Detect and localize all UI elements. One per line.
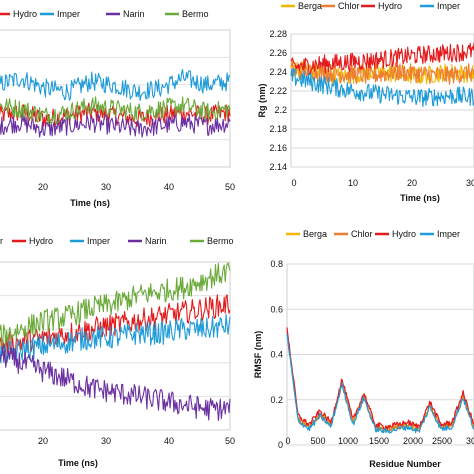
x-axis-label: Time (ns) — [70, 198, 110, 208]
x-tick-label: 0 — [291, 178, 296, 188]
series-line-imper — [290, 68, 474, 108]
y-tick-label: 2.14 — [269, 162, 287, 172]
x-tick-label: 1500 — [369, 436, 389, 446]
legend-label: Imper — [437, 229, 460, 239]
legend-label: Bermo — [207, 236, 234, 246]
legend-label: Bermo — [182, 9, 209, 19]
x-tick-label: 2500 — [432, 436, 452, 446]
x-axis-label: Residue Number — [369, 459, 441, 469]
y-tick-label: 0.8 — [270, 259, 283, 269]
series-line-narin — [0, 113, 231, 138]
series-line-imper — [0, 68, 231, 102]
legend-label: Imper — [87, 236, 110, 246]
legend: Hydro Imper Narin Bermo — [0, 9, 209, 19]
y-tick-label: 0.2 — [270, 395, 283, 405]
legend: Berga Chlor Hydro Imper — [281, 1, 460, 11]
plot-area — [0, 261, 231, 431]
legend-label: r — [0, 236, 3, 246]
y-tick-label: 2.26 — [269, 48, 287, 58]
y-tick-label: 0 — [278, 440, 283, 450]
legend-label: Hydro — [392, 229, 416, 239]
y-tick-label: 2.16 — [269, 143, 287, 153]
legend-label: Chlor — [351, 229, 373, 239]
panel-bottom-right: 0 0.2 0.4 0.6 0.8 0 500 1000 1500 2000 2500 30 Resid… — [253, 229, 474, 469]
legend: r Hydro Imper Narin Bermo — [0, 236, 234, 246]
series-line-hydro — [290, 42, 474, 76]
x-tick-label: 0 — [285, 436, 290, 446]
panel-top-left: 20 30 40 50 Time (ns) Hydro Imper Narin Bermo — [0, 9, 235, 208]
series-line-narin — [0, 344, 231, 421]
legend-label: Chlor — [338, 1, 360, 11]
legend-label: Hydro — [29, 236, 53, 246]
x-tick-label: 20 — [38, 182, 48, 192]
x-axis-label: Time (ns) — [58, 458, 98, 468]
panel-bottom-left: 20 30 40 50 Time (ns) r Hydro Imper Narin Bermo — [0, 236, 235, 468]
x-axis-label: Time (ns) — [400, 193, 440, 203]
legend-label: Hydro — [378, 1, 402, 11]
legend-label: Narin — [123, 9, 145, 19]
y-tick-label: 0.6 — [270, 304, 283, 314]
x-tick-label: 50 — [225, 436, 235, 446]
x-tick-label: 30 — [466, 436, 474, 446]
x-tick-label: 40 — [164, 182, 174, 192]
x-tick-label: 30 — [101, 436, 111, 446]
series-line-bermo — [0, 96, 231, 125]
plot-area — [0, 29, 231, 168]
legend: Berga Chlor Hydro Imper — [286, 229, 460, 239]
x-tick-label: 500 — [310, 436, 325, 446]
series-line-hydro — [0, 294, 231, 355]
y-tick-label: 2.22 — [269, 86, 287, 96]
legend-label: Imper — [57, 9, 80, 19]
x-tick-label: 30 — [466, 178, 474, 188]
panel-top-right: 2.14 2.16 2.18 2.2 2.22 2.24 2.26 2.28 0 10 20 30 Ti… — [257, 1, 474, 203]
x-tick-label: 20 — [38, 436, 48, 446]
legend-label: Hydro — [13, 9, 37, 19]
x-tick-label: 1000 — [338, 436, 358, 446]
y-tick-label: 2.28 — [269, 29, 287, 39]
legend-label: Narin — [145, 236, 167, 246]
series-line-imper — [286, 334, 474, 434]
legend-label: Berga — [303, 229, 327, 239]
x-tick-label: 40 — [164, 436, 174, 446]
x-tick-label: 20 — [407, 178, 417, 188]
series-line-imper — [0, 314, 231, 364]
y-tick-label: 2.18 — [269, 124, 287, 134]
y-tick-label: 2.2 — [274, 105, 287, 115]
y-tick-label: 0.4 — [270, 350, 283, 360]
legend-label: Imper — [437, 1, 460, 11]
x-tick-label: 2000 — [403, 436, 423, 446]
x-tick-label: 10 — [348, 178, 358, 188]
y-axis-label: RMSF (nm) — [253, 331, 263, 379]
y-axis-label: Rg (nm) — [257, 84, 267, 118]
x-tick-label: 30 — [101, 182, 111, 192]
x-tick-label: 50 — [225, 182, 235, 192]
y-tick-label: 2.24 — [269, 67, 287, 77]
series-line-bermo — [0, 262, 231, 348]
series-line-hydro — [286, 327, 474, 430]
legend-label: Berga — [298, 1, 322, 11]
